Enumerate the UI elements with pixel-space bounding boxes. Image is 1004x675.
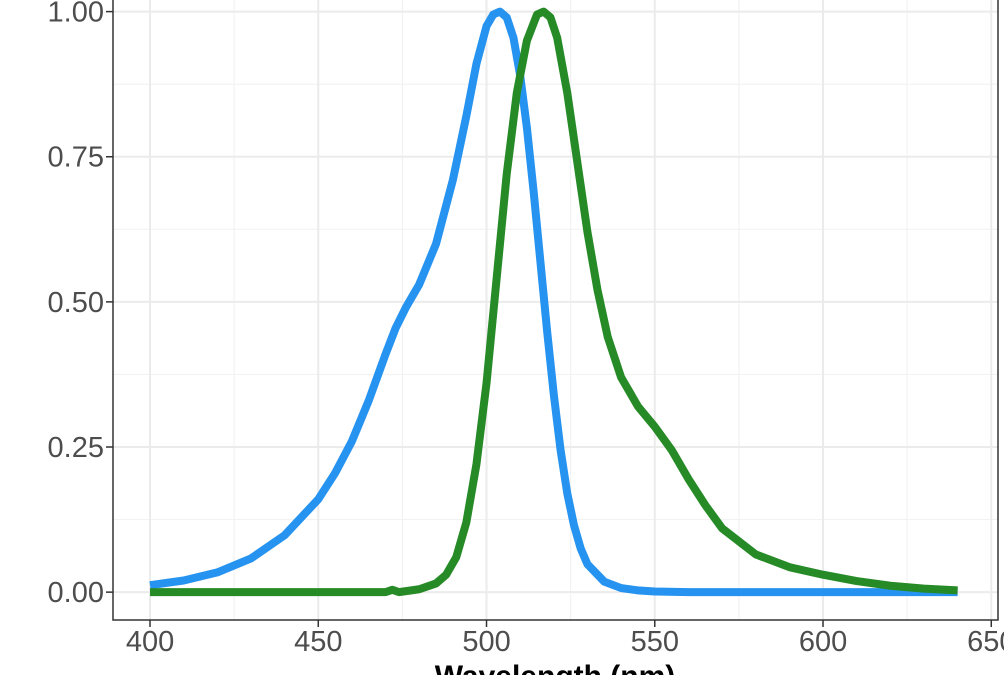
y-tick-label: 1.00 [48,0,104,29]
series-line-1 [149,7,958,597]
x-tick-label: 600 [799,626,847,658]
y-tick-label: 0.75 [48,142,104,174]
plot-background [113,0,998,620]
x-tick-label: 500 [462,626,510,658]
y-tick-label: 0.00 [48,577,104,609]
y-tick-label: 0.50 [48,287,104,319]
plot-panel-border [112,0,999,621]
grid-lines [113,0,998,620]
x-tick-label: 450 [294,626,342,658]
x-axis-title: Wavelength (nm) [435,660,676,675]
x-tick-label: 400 [126,626,174,658]
x-tick-label: 550 [631,626,679,658]
y-tick-label: 0.25 [48,432,104,464]
x-tick-label: 650 [967,626,1004,658]
series-layer [149,7,958,597]
axes: 400 450 500 550 600 650 0.00 0.25 0.50 0.75 1.00 [48,0,1004,658]
series-line-2 [150,7,958,597]
